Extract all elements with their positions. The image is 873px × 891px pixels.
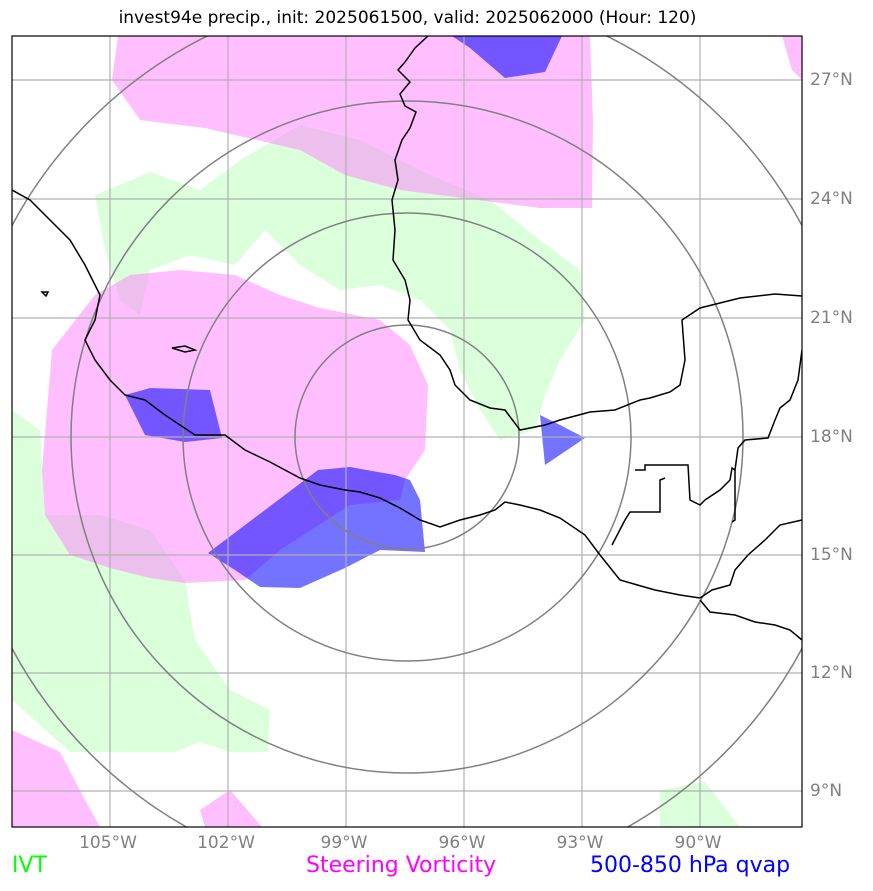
legend-steering-vorticity: Steering Vorticity (306, 853, 497, 878)
lon-tick-label: 105°W (79, 833, 137, 853)
lon-tick-label: 90°W (674, 833, 722, 853)
lon-tick-label: 102°W (197, 833, 255, 853)
legend-qvap: 500-850 hPa qvap (590, 853, 791, 878)
lon-tick-label: 96°W (438, 833, 486, 853)
lon-tick-label: 99°W (320, 833, 368, 853)
qvap-regions (125, 36, 585, 588)
map-frame (11, 35, 803, 828)
coastlines (12, 36, 802, 641)
map-title: invest94e precip., init: 2025061500, val… (118, 8, 697, 28)
lat-tick-label: 12°N (810, 663, 853, 683)
lat-tick-label: 15°N (810, 545, 853, 565)
lat-tick-label: 27°N (810, 70, 853, 90)
lat-tick-label: 9°N (810, 781, 843, 801)
lon-tick-label: 93°W (556, 833, 604, 853)
range-rings (12, 36, 802, 827)
graticule (12, 36, 802, 827)
lat-tick-label: 24°N (810, 189, 853, 209)
lat-tick-label: 21°N (810, 308, 853, 328)
legend-ivt: IVT (12, 853, 47, 878)
lat-tick-label: 18°N (810, 427, 853, 447)
